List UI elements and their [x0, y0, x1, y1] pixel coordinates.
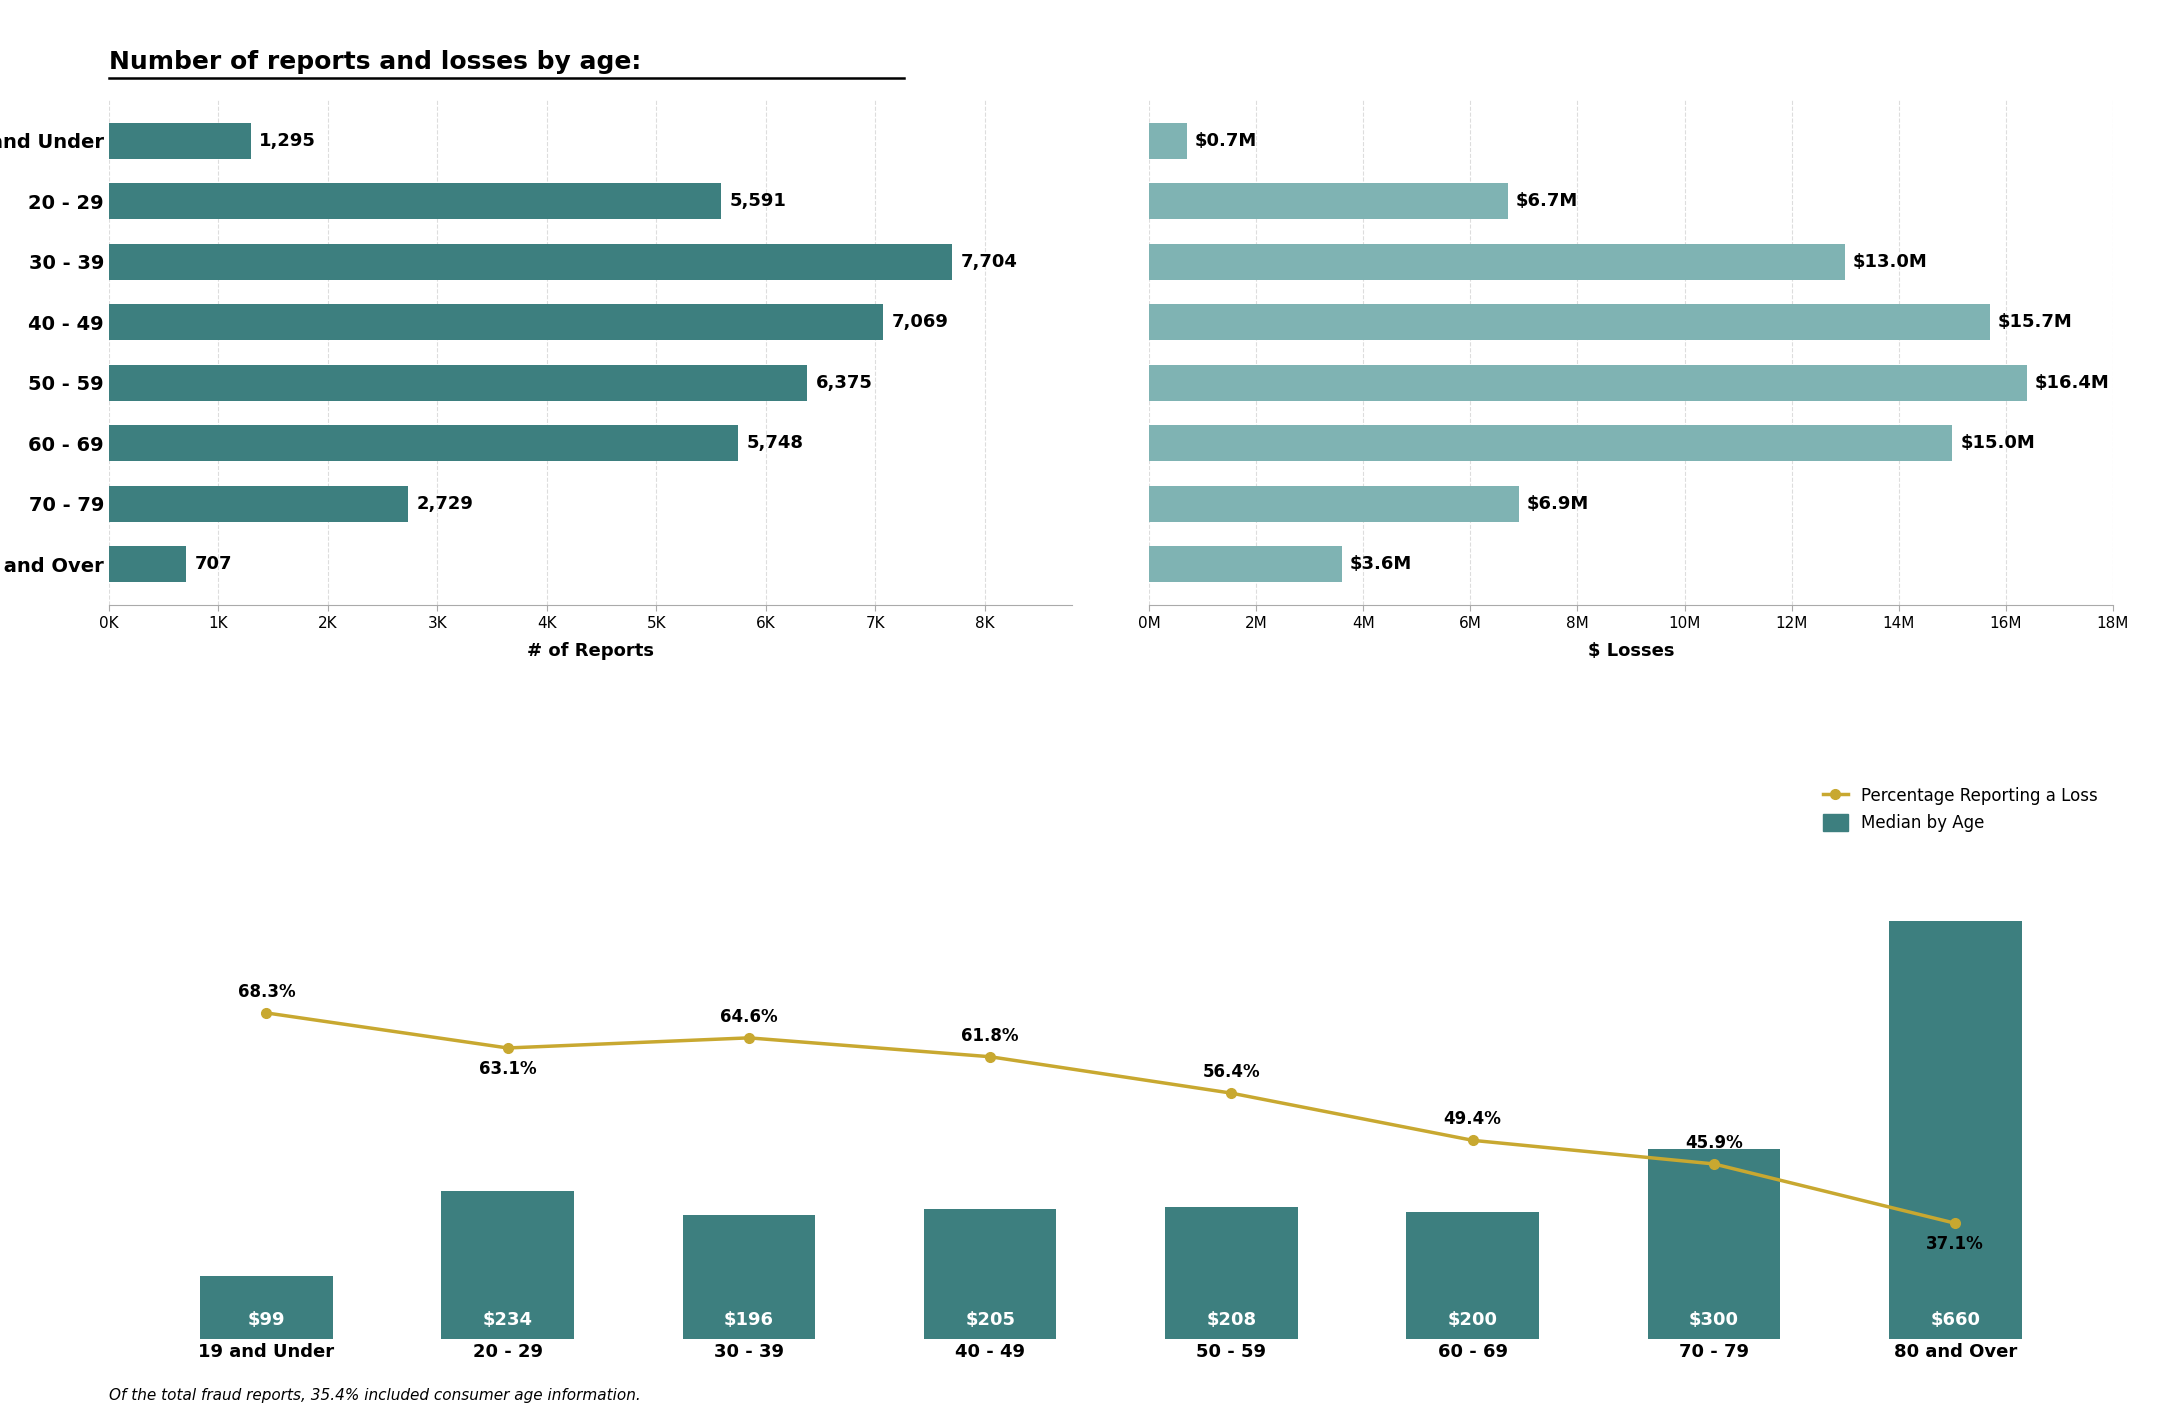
Text: $660: $660 [1930, 1312, 1980, 1329]
Text: $208: $208 [1207, 1312, 1257, 1329]
Bar [1150, 244, 1845, 281]
Bar [1407, 1212, 1540, 1339]
X-axis label: # of Reports: # of Reports [527, 642, 653, 659]
Bar [1150, 365, 2028, 402]
Text: $15.7M: $15.7M [1997, 313, 2071, 332]
Bar [442, 1190, 575, 1339]
Bar [1888, 921, 2021, 1339]
Text: 6,375: 6,375 [815, 373, 873, 392]
Text: $13.0M: $13.0M [1853, 253, 1928, 271]
Text: 7,704: 7,704 [960, 253, 1017, 271]
Text: 49.4%: 49.4% [1444, 1111, 1501, 1128]
Text: 2,729: 2,729 [416, 494, 473, 513]
Text: 7,069: 7,069 [891, 313, 947, 332]
Text: 37.1%: 37.1% [1925, 1236, 1984, 1253]
Bar [109, 244, 952, 281]
Bar [109, 545, 187, 582]
Bar [1150, 486, 1518, 521]
Bar [1165, 1208, 1298, 1339]
Text: $3.6M: $3.6M [1350, 555, 1411, 574]
Bar [109, 486, 407, 521]
Text: Number of reports and losses by age:: Number of reports and losses by age: [109, 50, 640, 74]
Text: $196: $196 [723, 1312, 773, 1329]
Text: $6.7M: $6.7M [1516, 192, 1579, 211]
Text: 5,591: 5,591 [730, 192, 786, 211]
Text: 56.4%: 56.4% [1202, 1062, 1261, 1081]
Bar [1150, 305, 1989, 340]
Text: $99: $99 [248, 1312, 285, 1329]
Bar [109, 184, 721, 219]
Text: 1,295: 1,295 [259, 132, 316, 150]
Text: $205: $205 [965, 1312, 1015, 1329]
Text: 45.9%: 45.9% [1686, 1134, 1742, 1152]
Bar [109, 305, 882, 340]
Text: $234: $234 [484, 1312, 534, 1329]
Text: $15.0M: $15.0M [1960, 434, 2034, 453]
Bar [923, 1209, 1056, 1339]
Bar [1150, 184, 1507, 219]
Text: 707: 707 [196, 555, 233, 574]
Text: 61.8%: 61.8% [960, 1027, 1019, 1045]
Bar [1150, 545, 1342, 582]
Text: $16.4M: $16.4M [2034, 373, 2110, 392]
Text: $300: $300 [1688, 1312, 1738, 1329]
Text: $0.7M: $0.7M [1196, 132, 1257, 150]
Bar [200, 1276, 333, 1339]
Bar [1150, 122, 1187, 159]
Bar [109, 122, 250, 159]
Bar [1647, 1149, 1779, 1339]
X-axis label: $ Losses: $ Losses [1588, 642, 1675, 659]
Text: 5,748: 5,748 [747, 434, 804, 453]
Bar [109, 426, 738, 461]
Bar [1150, 426, 1951, 461]
Text: 63.1%: 63.1% [479, 1059, 536, 1078]
Bar [682, 1215, 815, 1339]
Text: $200: $200 [1448, 1312, 1498, 1329]
Text: $6.9M: $6.9M [1527, 494, 1590, 513]
Text: 68.3%: 68.3% [237, 983, 296, 1001]
Legend: Percentage Reporting a Loss, Median by Age: Percentage Reporting a Loss, Median by A… [1816, 780, 2104, 839]
Text: Of the total fraud reports, 35.4% included consumer age information.: Of the total fraud reports, 35.4% includ… [109, 1387, 640, 1403]
Text: 64.6%: 64.6% [721, 1008, 778, 1025]
Bar [109, 365, 806, 402]
